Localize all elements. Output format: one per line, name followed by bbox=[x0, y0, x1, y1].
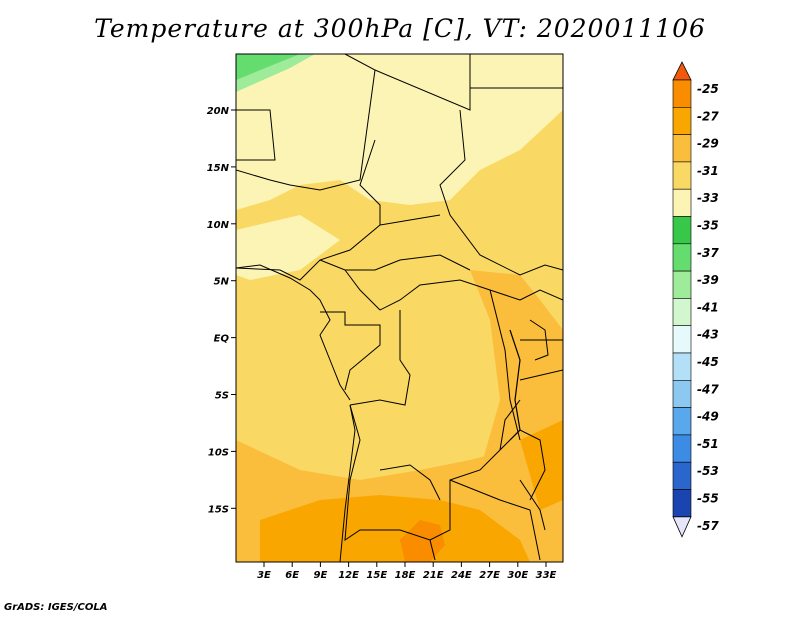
colorbar-label: -43 bbox=[697, 328, 719, 342]
map-title: Temperature at 300hPa [C], VT: 202001110… bbox=[94, 14, 706, 43]
colorbar-label: -49 bbox=[697, 410, 719, 424]
lon-tick-label: 3E bbox=[257, 570, 271, 581]
lat-tick-label: 10S bbox=[208, 447, 229, 458]
lon-tick-label: 24E bbox=[451, 570, 472, 581]
colorbar-label: -55 bbox=[697, 492, 719, 506]
lat-tick-label: 10N bbox=[207, 220, 230, 231]
colorbar-label: -35 bbox=[697, 219, 719, 233]
lat-tick-label: 15S bbox=[208, 504, 229, 515]
lake-outline bbox=[519, 479, 546, 531]
lake-outline bbox=[529, 319, 549, 361]
colorbar-swatch bbox=[672, 407, 692, 436]
colorbar-swatch bbox=[672, 352, 692, 381]
colorbar-swatch bbox=[672, 434, 692, 463]
colorbar-label: -41 bbox=[697, 300, 719, 314]
field-warm-east bbox=[520, 420, 563, 510]
map-frame bbox=[235, 53, 564, 563]
lon-tick-label: 6E bbox=[285, 570, 299, 581]
border-line bbox=[379, 279, 521, 311]
lon-tick-label: 21E bbox=[423, 570, 444, 581]
border-line bbox=[379, 214, 441, 226]
lon-tick-label: 33E bbox=[536, 570, 557, 581]
field-green bbox=[236, 54, 300, 80]
field-warm-south bbox=[260, 495, 530, 562]
temperature-field bbox=[236, 54, 563, 562]
field-light-patch bbox=[236, 215, 340, 280]
colorbar-label: -47 bbox=[697, 382, 719, 396]
colorbar-label: -57 bbox=[697, 519, 719, 533]
border-line bbox=[236, 109, 276, 161]
colorbar-label: -51 bbox=[697, 437, 719, 451]
border-line bbox=[489, 289, 521, 441]
lat-tick-label: EQ bbox=[214, 334, 230, 345]
colorbar-top-arrow bbox=[672, 61, 692, 81]
colorbar-label: -37 bbox=[697, 246, 719, 260]
colorbar-swatch bbox=[672, 188, 692, 217]
lon-axis: 3E 6E 9E 12E 15E 18E 21E 24E 27E 30E 33E bbox=[257, 562, 557, 581]
border-line bbox=[449, 479, 541, 561]
lake-outline bbox=[509, 329, 521, 441]
border-line bbox=[519, 289, 563, 301]
colorbar-label: -31 bbox=[697, 164, 719, 178]
colorbar-label: -53 bbox=[697, 464, 719, 478]
border-line bbox=[379, 464, 441, 501]
colorbar-swatch bbox=[672, 298, 692, 326]
colorbar-swatch bbox=[672, 270, 692, 299]
colorbar-swatch bbox=[672, 161, 692, 190]
colorbar-swatch bbox=[672, 216, 692, 245]
lat-tick-label: 20N bbox=[207, 106, 230, 117]
colorbar: -25 -27 -29 -31 -33 -35 -37 -39 -41 -43 -45 -47 -49 -… bbox=[672, 61, 719, 538]
colorbar-label: -25 bbox=[697, 82, 719, 96]
colorbar-swatch bbox=[672, 134, 692, 163]
border-line bbox=[429, 539, 436, 561]
colorbar-swatch bbox=[672, 489, 692, 518]
border-line bbox=[344, 269, 381, 311]
border-line bbox=[236, 139, 381, 281]
colorbar-label: -33 bbox=[697, 191, 719, 205]
lat-tick-label: 15N bbox=[207, 163, 230, 174]
coastline bbox=[339, 404, 356, 562]
credit-label: GrADS: IGES/COLA bbox=[4, 602, 108, 613]
field-light-north bbox=[236, 54, 563, 210]
lat-tick-label: 5S bbox=[215, 391, 229, 402]
lon-tick-label: 27E bbox=[479, 570, 500, 581]
colorbar-swatch bbox=[672, 325, 692, 354]
colorbar-label: -29 bbox=[697, 137, 719, 151]
colorbar-bottom-arrow bbox=[672, 516, 692, 538]
lon-tick-label: 18E bbox=[395, 570, 416, 581]
coastline bbox=[236, 264, 351, 401]
colorbar-swatch bbox=[672, 461, 692, 490]
colorbar-swatch bbox=[672, 107, 692, 135]
border-line bbox=[320, 311, 381, 391]
colorbar-swatch bbox=[672, 79, 692, 108]
border-line bbox=[519, 369, 563, 381]
border-line bbox=[349, 310, 411, 406]
field-hot-patch bbox=[400, 520, 445, 562]
lat-axis: 20N 15N 10N 5N EQ 5S 10S 15S bbox=[207, 106, 236, 515]
lon-tick-label: 30E bbox=[507, 570, 528, 581]
lat-tick-label: 5N bbox=[214, 277, 230, 288]
lon-tick-label: 9E bbox=[314, 570, 328, 581]
border-line bbox=[374, 54, 471, 111]
colorbar-swatch bbox=[672, 243, 692, 272]
lon-tick-label: 12E bbox=[338, 570, 359, 581]
colorbar-swatch bbox=[672, 379, 692, 408]
colorbar-label: -39 bbox=[697, 273, 719, 287]
border-line bbox=[319, 254, 471, 271]
border-line bbox=[439, 109, 563, 276]
country-borders bbox=[236, 54, 563, 562]
lon-tick-label: 15E bbox=[366, 570, 387, 581]
colorbar-label: -27 bbox=[697, 109, 719, 123]
colorbar-label: -45 bbox=[697, 355, 719, 369]
